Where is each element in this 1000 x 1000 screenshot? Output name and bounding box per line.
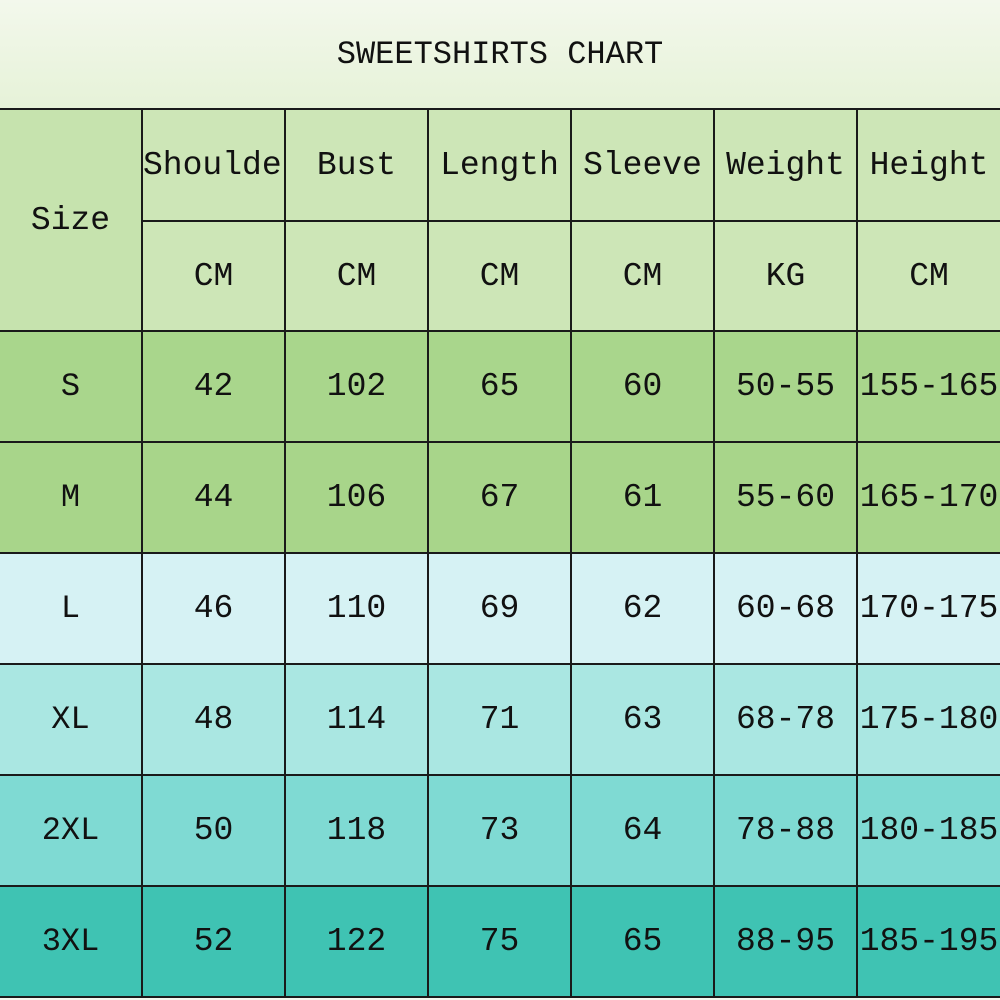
value-cell: 71 <box>427 663 572 776</box>
value-cell: 44 <box>141 441 286 554</box>
size-header: Size <box>0 108 143 332</box>
value-cell: 110 <box>284 552 429 665</box>
table-row: XL 48 114 71 63 68-78 175-180 <box>0 663 1000 776</box>
value-cell: 52 <box>141 885 286 998</box>
value-cell: 48 <box>141 663 286 776</box>
column-unit: CM <box>856 220 1000 332</box>
size-cell: 3XL <box>0 885 143 998</box>
header-row-names: Size ShoulderBustLengthSleeveWeightHeigh… <box>0 108 1000 332</box>
column-header-weight: Weight <box>713 108 858 222</box>
value-cell: 67 <box>427 441 572 554</box>
value-cell: 42 <box>141 330 286 443</box>
value-cell: 114 <box>284 663 429 776</box>
chart-title: SWEETSHIRTS CHART <box>0 0 1000 108</box>
column-unit: CM <box>284 220 429 332</box>
column-header-bust: Bust <box>284 108 429 222</box>
size-cell: 2XL <box>0 774 143 887</box>
column-header-height: Height <box>856 108 1000 222</box>
column-header-shoulder: Shoulder <box>141 108 286 222</box>
value-cell: 68-78 <box>713 663 858 776</box>
size-cell: L <box>0 552 143 665</box>
column-unit: CM <box>570 220 715 332</box>
value-cell: 55-60 <box>713 441 858 554</box>
value-cell: 46 <box>141 552 286 665</box>
size-cell: XL <box>0 663 143 776</box>
value-cell: 180-185 <box>856 774 1000 887</box>
value-cell: 50 <box>141 774 286 887</box>
value-cell: 62 <box>570 552 715 665</box>
value-cell: 75 <box>427 885 572 998</box>
value-cell: 69 <box>427 552 572 665</box>
table-row: S 42 102 65 60 50-55 155-165 <box>0 330 1000 443</box>
value-cell: 155-165 <box>856 330 1000 443</box>
table-row: L 46 110 69 62 60-68 170-175 <box>0 552 1000 665</box>
value-cell: 102 <box>284 330 429 443</box>
value-cell: 50-55 <box>713 330 858 443</box>
value-cell: 73 <box>427 774 572 887</box>
value-cell: 88-95 <box>713 885 858 998</box>
header-row-units: CM CM CM CM KG CM <box>0 220 1000 332</box>
value-cell: 106 <box>284 441 429 554</box>
table-row: M 44 106 67 61 55-60 165-170 <box>0 441 1000 554</box>
value-cell: 165-170 <box>856 441 1000 554</box>
value-cell: 60 <box>570 330 715 443</box>
column-unit: KG <box>713 220 858 332</box>
value-cell: 185-195 <box>856 885 1000 998</box>
table-row: 3XL 52 122 75 65 88-95 185-195 <box>0 885 1000 998</box>
value-cell: 122 <box>284 885 429 998</box>
value-cell: 170-175 <box>856 552 1000 665</box>
column-header-sleeve: Sleeve <box>570 108 715 222</box>
value-cell: 63 <box>570 663 715 776</box>
value-cell: 175-180 <box>856 663 1000 776</box>
value-cell: 60-68 <box>713 552 858 665</box>
value-cell: 118 <box>284 774 429 887</box>
column-unit: CM <box>142 220 286 332</box>
value-cell: 78-88 <box>713 774 858 887</box>
table-row: 2XL 50 118 73 64 78-88 180-185 <box>0 774 1000 887</box>
size-cell: M <box>0 441 143 554</box>
value-cell: 61 <box>570 441 715 554</box>
value-cell: 65 <box>427 330 572 443</box>
value-cell: 64 <box>570 774 715 887</box>
column-header-length: Length <box>427 108 572 222</box>
size-cell: S <box>0 330 143 443</box>
column-unit: CM <box>427 220 572 332</box>
size-table: Size ShoulderBustLengthSleeveWeightHeigh… <box>0 108 1000 998</box>
value-cell: 65 <box>570 885 715 998</box>
